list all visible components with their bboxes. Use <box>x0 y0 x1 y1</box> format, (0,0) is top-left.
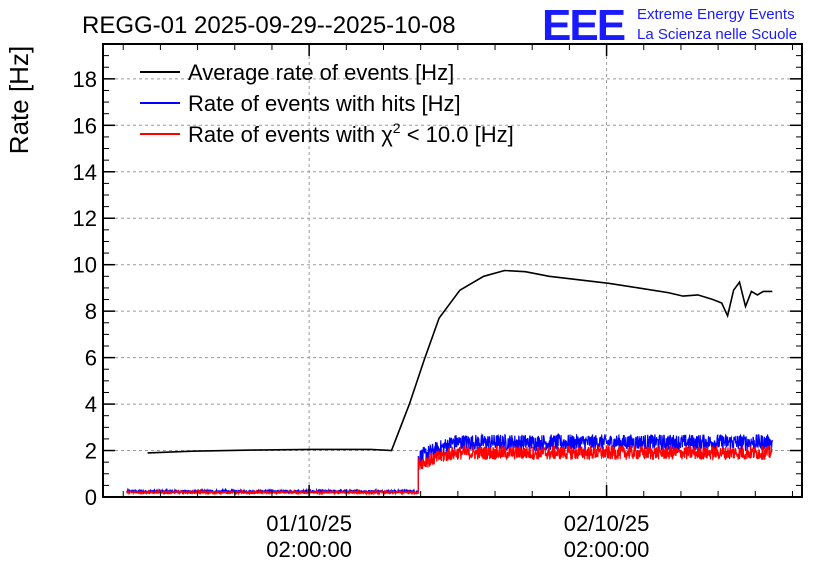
grid-lines <box>103 44 802 497</box>
y-tick-label: 4 <box>85 392 97 417</box>
chart-title: REGG-01 2025-09-29--2025-10-08 <box>82 12 456 39</box>
series-layer <box>126 269 773 496</box>
plot-frame <box>102 43 803 498</box>
legend-chi2-symbol: χ <box>381 122 393 147</box>
legend: Average rate of events [Hz] Rate of even… <box>140 60 514 147</box>
legend-label-chi2: Rate of events with χ2 < 10.0 [Hz] <box>188 120 514 147</box>
y-tick-label: 6 <box>85 346 97 371</box>
x-tick-label-time: 02:00:00 <box>564 537 650 562</box>
y-tick-label: 14 <box>73 160 97 185</box>
legend-label-average: Average rate of events [Hz] <box>188 60 454 85</box>
y-tick-label: 8 <box>85 299 97 324</box>
y-axis-label: Rate [Hz] <box>4 46 34 154</box>
y-tick-label: 10 <box>73 253 97 278</box>
axis-ticks <box>103 44 802 498</box>
series-average-line <box>147 269 773 454</box>
y-tick-label: 0 <box>85 485 97 510</box>
legend-chi2-superscript: 2 <box>393 120 401 136</box>
series-hits-line <box>126 432 773 496</box>
legend-label-hits: Rate of events with hits [Hz] <box>188 91 461 116</box>
y-tick-labels: 0 2 4 6 8 10 12 14 16 18 <box>73 67 97 510</box>
y-tick-label: 18 <box>73 67 97 92</box>
logo-line1: Extreme Energy Events <box>637 6 795 23</box>
y-tick-label: 12 <box>73 206 97 231</box>
x-tick-label-time: 02:00:00 <box>266 537 352 562</box>
legend-chi2-prefix: Rate of events with <box>188 122 381 147</box>
y-tick-label: 16 <box>73 113 97 138</box>
y-tick-label: 2 <box>85 439 97 464</box>
x-tick-label-date: 01/10/25 <box>266 511 352 536</box>
x-tick-label-date: 02/10/25 <box>564 511 650 536</box>
legend-chi2-suffix: < 10.0 [Hz] <box>401 122 514 147</box>
logo-line2: La Scienza nelle Scuole <box>637 26 797 43</box>
logo-mark: EEE <box>542 1 625 50</box>
series-chi2-line <box>126 444 773 496</box>
eee-logo: EEE Extreme Energy Events La Scienza nel… <box>542 1 797 50</box>
